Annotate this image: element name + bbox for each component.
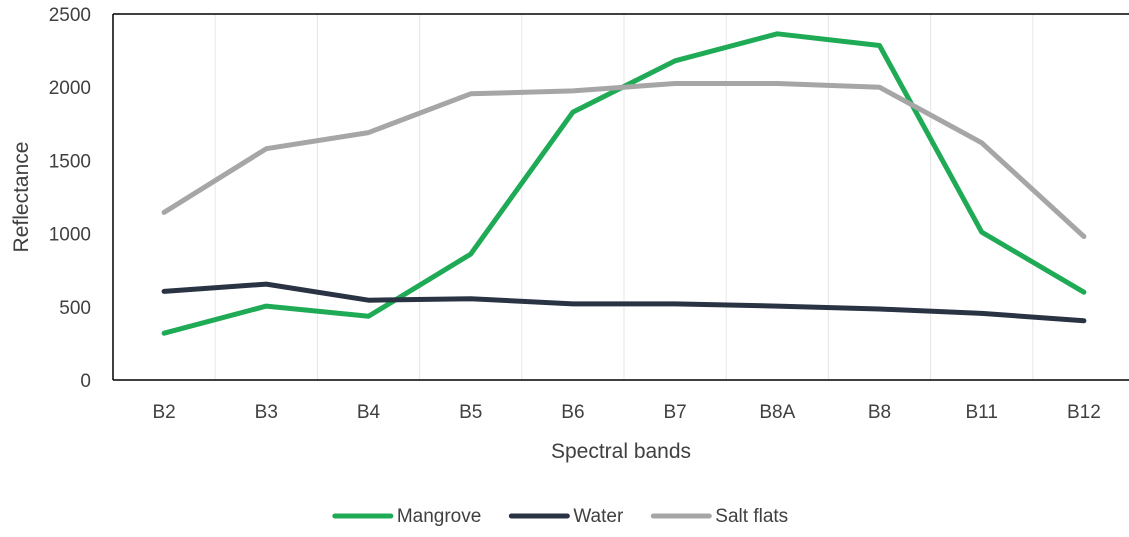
series-line-water	[161, 281, 1087, 324]
legend-label-water: Water	[573, 506, 624, 527]
x-tick-label: B4	[357, 402, 381, 423]
x-tick-label: B8	[868, 402, 891, 423]
y-tick-label: 2000	[49, 78, 91, 99]
legend-label-mangrove: Mangrove	[397, 506, 482, 527]
x-tick-label: B11	[965, 402, 997, 423]
legend-label-salt-flats: Salt flats	[715, 506, 788, 527]
series-lines	[161, 31, 1087, 336]
legend: Mangrove Water Salt flats	[332, 506, 788, 527]
x-tick-label: B6	[561, 402, 584, 423]
axes	[112, 13, 1129, 381]
y-axis-title: Reflectance	[10, 142, 33, 253]
x-tick-label: B2	[152, 402, 175, 423]
x-tick-label: B3	[255, 402, 278, 423]
x-tick-label: B8A	[759, 402, 795, 423]
x-axis-title: Spectral bands	[551, 440, 691, 463]
y-tick-label: 2500	[49, 5, 91, 26]
y-tick-labels: 0 500 1000 1500 2000 2500	[49, 5, 91, 392]
x-tick-label: B12	[1067, 402, 1101, 423]
grid-lines	[214, 14, 1034, 380]
x-tick-label: B7	[663, 402, 686, 423]
series-line-salt-flats	[161, 81, 1087, 239]
y-tick-label: 1500	[49, 151, 91, 172]
y-tick-label: 0	[80, 371, 91, 392]
x-tick-label: B5	[459, 402, 482, 423]
y-tick-label: 500	[59, 298, 91, 319]
x-tick-labels: B2 B3 B4 B5 B6 B7 B8A B8 B11 B12	[152, 402, 1100, 423]
y-tick-label: 1000	[49, 225, 91, 246]
